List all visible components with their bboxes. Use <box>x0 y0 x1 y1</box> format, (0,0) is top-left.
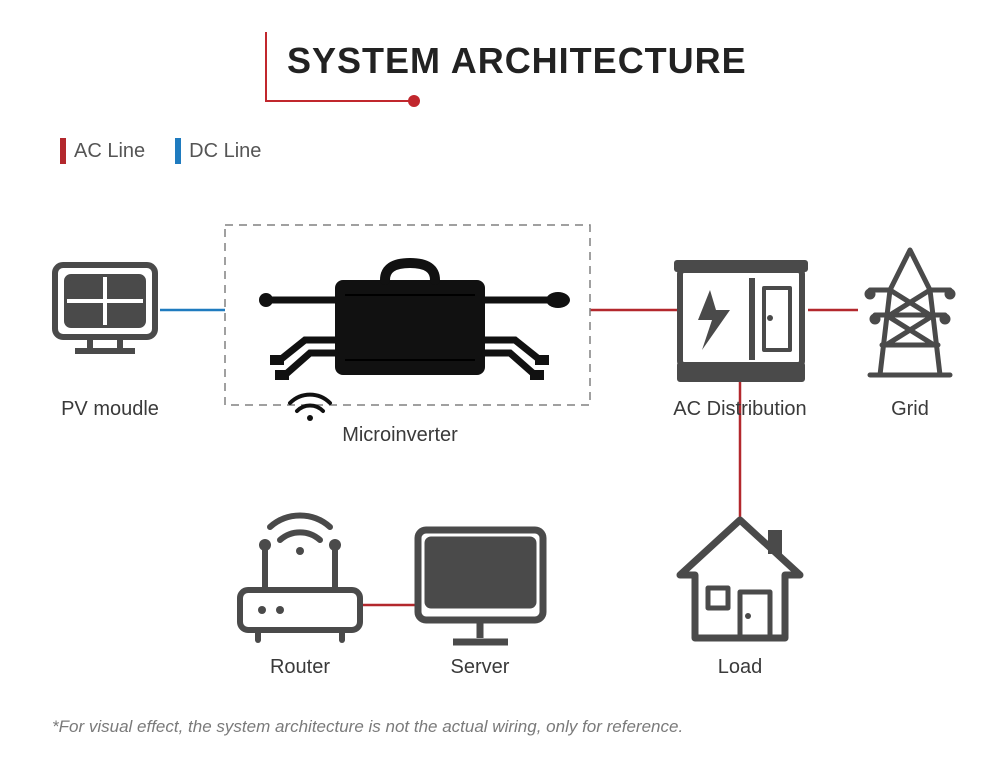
microinverter-icon <box>259 263 570 421</box>
grid-icon <box>867 250 953 375</box>
label-grid: Grid <box>870 398 950 421</box>
label-pv: PV moudle <box>55 398 165 421</box>
label-load: Load <box>700 656 780 679</box>
server-icon <box>418 530 543 642</box>
router-icon <box>240 516 360 640</box>
label-server: Server <box>430 656 530 679</box>
footnote: *For visual effect, the system architect… <box>52 717 683 737</box>
pv-module-icon <box>55 265 155 351</box>
label-microinverter: Microinverter <box>300 424 500 447</box>
ac-distribution-icon <box>674 260 808 379</box>
label-acdist: AC Distribution <box>660 398 820 421</box>
load-icon <box>680 520 800 638</box>
label-router: Router <box>250 656 350 679</box>
